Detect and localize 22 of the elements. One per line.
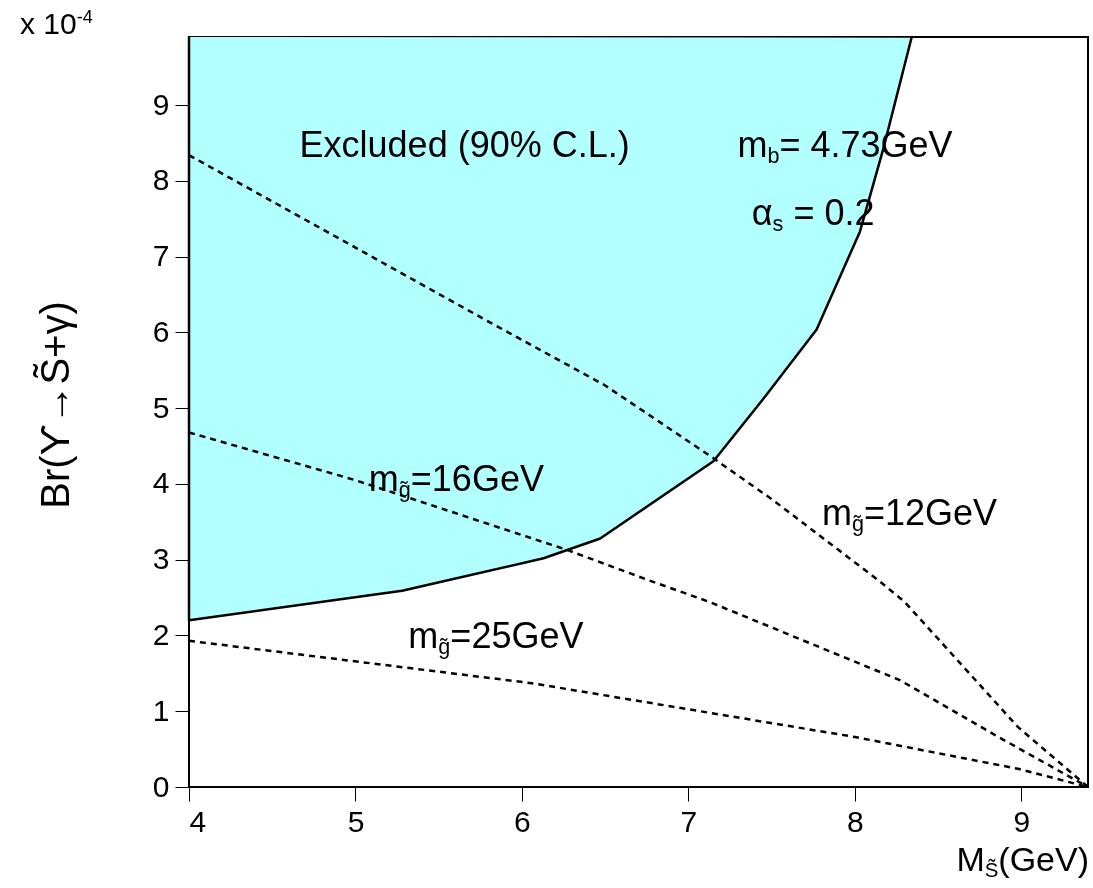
y-tick-label: 7 xyxy=(152,239,170,273)
y-tick-label: 2 xyxy=(152,617,170,651)
x-tick-label: 8 xyxy=(847,804,864,838)
x-tick-label: 6 xyxy=(514,804,531,838)
y-tick-label: 5 xyxy=(152,390,170,424)
y-tick-label: 3 xyxy=(152,542,170,576)
y-tick-label: 9 xyxy=(152,87,170,121)
x-tick-label: 4 xyxy=(189,804,207,838)
text: x 10$^{-4}$ xyxy=(20,6,93,40)
y-axis-title: Br(ϒ→S̃+γ) xyxy=(33,301,78,509)
series-label: Excluded (90% C.L.) xyxy=(299,124,630,165)
series-label: m$_{g̃}$=25GeV xyxy=(408,615,584,660)
x-tick-label: 9 xyxy=(1013,804,1031,838)
y-tick-label: 4 xyxy=(152,466,170,500)
series-label: m$_{g̃}$=12GeV xyxy=(821,491,998,536)
y-tick-label: 0 xyxy=(152,769,170,803)
x-tick-label: 7 xyxy=(680,804,698,838)
y-tick-label: 1 xyxy=(152,693,170,727)
x-tick-label: 5 xyxy=(347,804,365,838)
y-tick-label: 8 xyxy=(152,163,170,197)
y-tick-label: 6 xyxy=(152,314,170,348)
x-axis-title: M$_{S̃}$(GeV) xyxy=(956,840,1089,882)
